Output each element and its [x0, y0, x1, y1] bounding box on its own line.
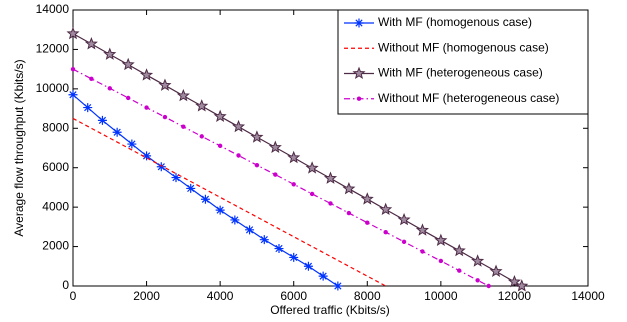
legend-label: With MF (homogenous case)	[378, 15, 532, 29]
x-tick-label: 12000	[498, 289, 532, 303]
series-marker	[84, 37, 98, 50]
series-marker	[360, 192, 374, 205]
series-marker	[200, 194, 210, 204]
series-marker	[245, 225, 255, 235]
x-tick-label: 4000	[207, 289, 234, 303]
series-marker	[401, 239, 407, 245]
y-tick-label: 6000	[42, 160, 69, 174]
series-marker	[287, 150, 301, 164]
y-tick-label: 12000	[36, 42, 70, 56]
series-marker	[125, 95, 131, 101]
series-marker	[68, 90, 78, 100]
series-marker	[195, 99, 209, 112]
series-marker	[342, 181, 356, 195]
y-tick-label: 8000	[42, 120, 69, 134]
series-marker	[365, 220, 370, 225]
series-marker	[420, 249, 425, 254]
legend-label: Without MF (heterogeneous case)	[378, 91, 559, 105]
series-marker	[486, 283, 491, 289]
legend-label: Without MF (homogenous case)	[378, 40, 549, 54]
series-marker	[379, 202, 393, 216]
series-line	[72, 117, 386, 287]
series-marker	[171, 173, 181, 183]
x-tick-label: 2000	[133, 289, 160, 303]
series-marker	[346, 210, 352, 216]
series-marker	[291, 182, 296, 187]
series-marker	[89, 76, 94, 82]
series-marker	[328, 201, 333, 206]
series-marker	[305, 161, 319, 174]
series-marker	[250, 130, 264, 143]
series-marker	[434, 233, 448, 247]
series-marker	[199, 134, 204, 139]
series-marker	[156, 162, 166, 172]
series-marker	[176, 88, 190, 102]
series-marker	[162, 114, 168, 120]
y-tick-label: 0	[62, 278, 69, 292]
series-marker	[457, 268, 462, 273]
series-marker	[142, 151, 152, 161]
series-marker	[323, 171, 338, 184]
x-tick-label: 10000	[424, 289, 458, 303]
series-marker	[70, 66, 76, 72]
series-marker	[397, 212, 411, 226]
series-marker	[213, 109, 227, 123]
series-marker	[158, 78, 172, 91]
series-marker	[103, 47, 117, 60]
series-marker	[383, 229, 388, 235]
legend-label: With MF (heterogeneous case)	[378, 66, 543, 80]
x-tick-label: 0	[70, 289, 77, 303]
series-marker	[268, 140, 282, 153]
series-marker	[230, 215, 240, 225]
series-marker	[515, 279, 529, 292]
series-marker	[181, 124, 186, 129]
series-marker	[232, 119, 246, 133]
series-marker	[259, 235, 269, 245]
y-axis-label: Average flow throughput (Kbits/s)	[12, 59, 26, 236]
series-marker	[140, 68, 154, 81]
x-tick-label: 14000	[571, 289, 605, 303]
series-marker	[66, 26, 80, 40]
series-marker	[215, 205, 225, 215]
series-marker	[273, 172, 278, 177]
x-tick-label: 6000	[280, 289, 307, 303]
x-tick-label: 8000	[354, 289, 381, 303]
series-marker	[333, 281, 343, 291]
series-marker	[254, 162, 260, 168]
legend-marker	[352, 66, 366, 80]
y-tick-label: 10000	[36, 81, 70, 95]
legend-marker	[354, 18, 364, 28]
series-marker	[107, 86, 112, 91]
series-marker	[489, 264, 503, 277]
series-marker	[144, 105, 149, 110]
series-marker	[507, 275, 521, 288]
legend: With MF (homogenous case) Without MF (hom…	[337, 9, 589, 115]
series-marker	[112, 127, 122, 137]
series-marker	[415, 223, 429, 236]
series-marker	[289, 252, 299, 262]
series-marker	[121, 57, 135, 71]
series-marker	[318, 271, 328, 281]
y-tick-label: 14000	[36, 2, 70, 16]
series-marker	[186, 183, 196, 193]
y-tick-label: 4000	[42, 199, 69, 213]
series-marker	[274, 244, 284, 254]
series-marker	[471, 254, 485, 267]
series-marker	[452, 243, 466, 257]
series-line	[72, 68, 489, 287]
series-marker	[236, 153, 241, 158]
series-marker	[475, 278, 480, 283]
x-axis-label: Offered traffic (Kbits/s)	[270, 303, 390, 317]
y-tick-label: 2000	[42, 239, 69, 253]
series-marker	[97, 115, 107, 125]
series-marker	[438, 258, 444, 264]
legend-box	[337, 9, 589, 115]
series-marker	[217, 143, 223, 149]
series-marker	[83, 103, 93, 113]
series-marker	[309, 191, 315, 197]
legend-marker	[356, 96, 362, 101]
series-marker	[127, 139, 137, 149]
series-marker	[303, 261, 313, 271]
